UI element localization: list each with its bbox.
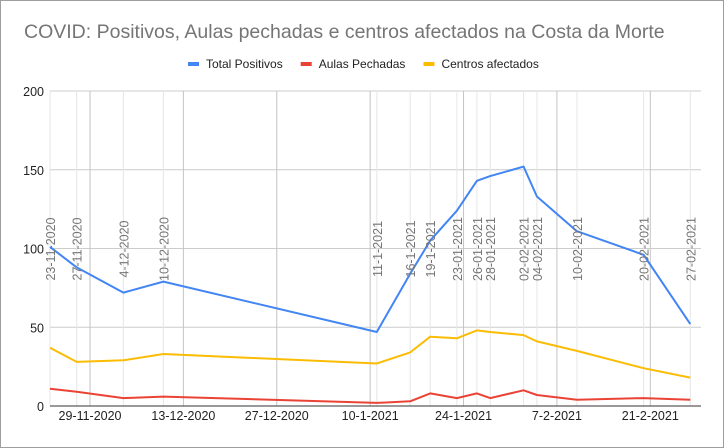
legend-label: Aulas Pechadas [319,57,406,71]
date-annotation: 4-12-2020 [117,220,131,277]
x-tick-label: 24-1-2021 [435,409,492,423]
date-annotation: 27-11-2020 [71,217,85,280]
chart-title: COVID: Positivos, Aulas pechadas e centr… [24,21,665,43]
date-annotation: 23-01-2021 [451,217,465,281]
y-tick-label: 100 [23,243,44,257]
legend-swatch [423,62,435,66]
y-tick-label: 50 [30,321,44,335]
series-line-aulas-pechadas [49,387,691,404]
x-tick-label: 21-2-2021 [622,409,679,423]
y-tick-label: 150 [23,164,44,178]
x-tick-label: 7-2-2021 [532,409,582,423]
date-annotation: 23-11-2020 [44,217,58,280]
date-annotation: 20-02-2021 [638,217,652,281]
legend-swatch [188,62,199,66]
date-annotation: 16-1-2021 [404,220,418,277]
date-annotation: 11-1-2021 [371,221,385,277]
legend-swatch [300,62,312,66]
series-line-total-positivos [49,165,692,333]
date-annotation: 19-1-2021 [424,220,438,277]
legend-label: Centros afectados [441,57,538,71]
date-annotation: 27-02-2021 [684,217,698,281]
date-annotation: 10-02-2021 [571,217,585,281]
x-tick-label: 10-1-2021 [342,409,399,423]
y-tick-label: 0 [37,400,44,414]
date-annotation: 02-02-2021 [518,217,532,281]
series-line-centros-afectados [49,329,691,379]
date-annotation: 26-01-2021 [471,217,485,281]
date-annotation: 28-01-2021 [484,217,498,281]
x-tick-label: 29-11-2020 [59,409,122,423]
legend-label: Total Positivos [206,57,283,71]
x-tick-label: 13-12-2020 [151,409,215,423]
date-annotation: 04-02-2021 [531,217,545,281]
date-annotation: 10-12-2020 [157,217,171,281]
y-tick-label: 200 [23,85,44,99]
x-tick-label: 27-12-2020 [245,409,309,423]
